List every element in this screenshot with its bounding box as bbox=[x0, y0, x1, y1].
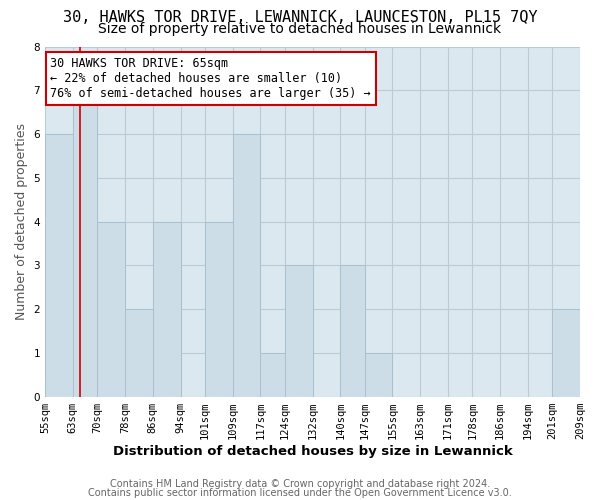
Bar bbox=[97, 222, 125, 396]
Text: Contains HM Land Registry data © Crown copyright and database right 2024.: Contains HM Land Registry data © Crown c… bbox=[110, 479, 490, 489]
Bar bbox=[73, 90, 97, 397]
Text: Contains public sector information licensed under the Open Government Licence v3: Contains public sector information licen… bbox=[88, 488, 512, 498]
Bar bbox=[153, 222, 181, 396]
Bar bbox=[552, 309, 580, 396]
X-axis label: Distribution of detached houses by size in Lewannick: Distribution of detached houses by size … bbox=[113, 444, 512, 458]
Text: Size of property relative to detached houses in Lewannick: Size of property relative to detached ho… bbox=[98, 22, 502, 36]
Bar bbox=[45, 134, 73, 396]
Y-axis label: Number of detached properties: Number of detached properties bbox=[15, 123, 28, 320]
Text: 30 HAWKS TOR DRIVE: 65sqm
← 22% of detached houses are smaller (10)
76% of semi-: 30 HAWKS TOR DRIVE: 65sqm ← 22% of detac… bbox=[50, 57, 371, 100]
Bar bbox=[125, 309, 153, 396]
Bar bbox=[205, 222, 233, 396]
Bar bbox=[233, 134, 260, 396]
Bar bbox=[260, 353, 285, 397]
Text: 30, HAWKS TOR DRIVE, LEWANNICK, LAUNCESTON, PL15 7QY: 30, HAWKS TOR DRIVE, LEWANNICK, LAUNCEST… bbox=[63, 10, 537, 25]
Bar bbox=[340, 266, 365, 396]
Bar bbox=[365, 353, 392, 397]
Bar bbox=[285, 266, 313, 396]
